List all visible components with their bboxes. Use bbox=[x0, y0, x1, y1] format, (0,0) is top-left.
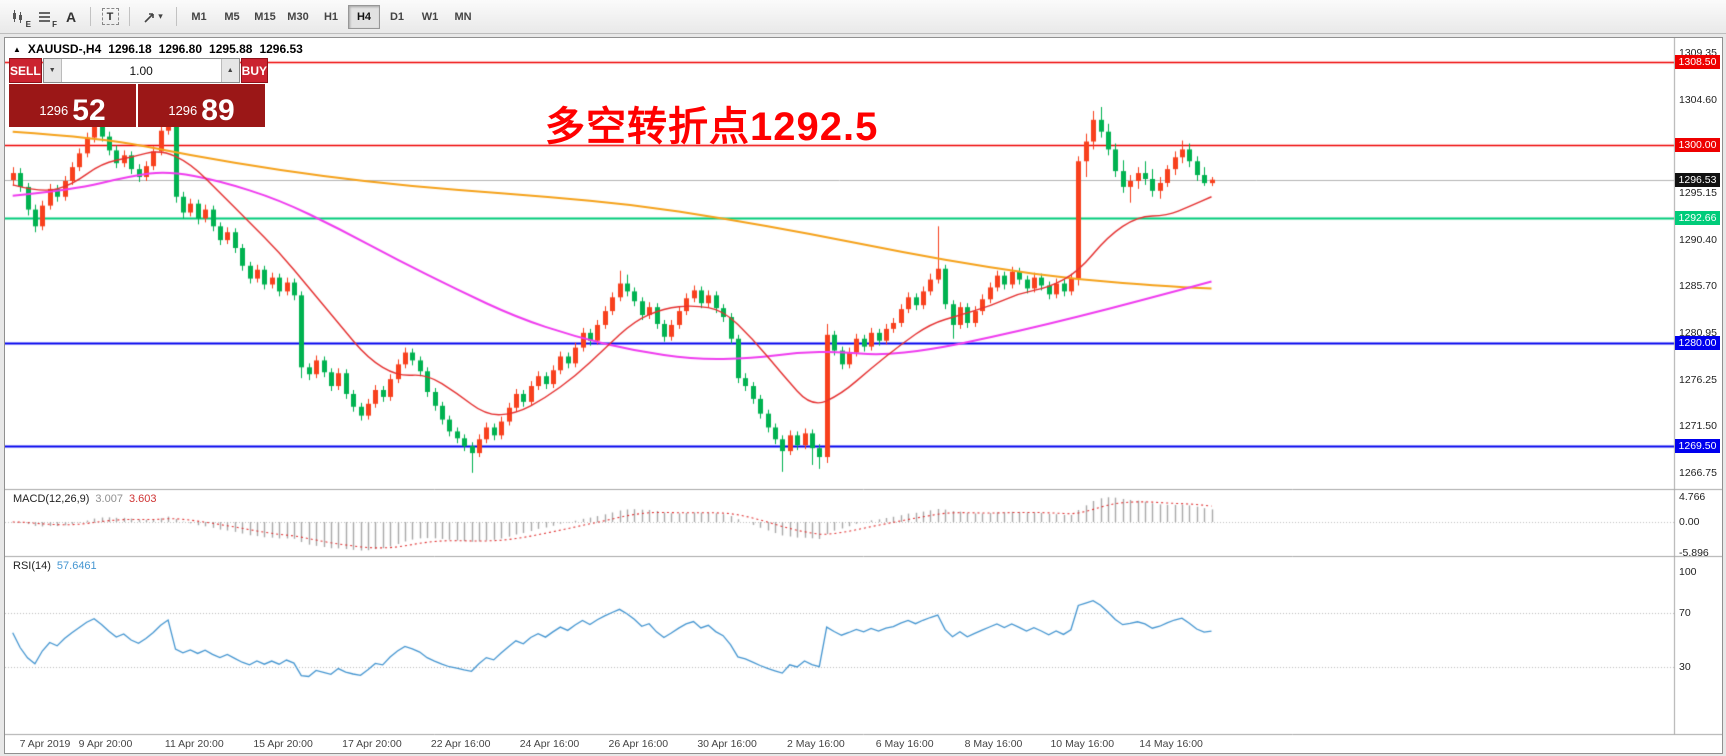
timeframe-button-m30[interactable]: M30 bbox=[287, 10, 309, 23]
time-axis[interactable]: 7 Apr 2019 9 Apr 20:00 11 Apr 20:00 15 Apr … bbox=[5, 738, 1722, 752]
buy-button[interactable]: BUY bbox=[240, 58, 269, 83]
sell-price-display[interactable]: 1296 52 bbox=[9, 84, 136, 127]
time-axis-label: 17 Apr 20:00 bbox=[342, 738, 402, 750]
chart-tool-icon-f[interactable]: F bbox=[32, 5, 58, 29]
price-chart-canvas[interactable] bbox=[5, 38, 1722, 753]
one-click-trading-panel: SELL ▼ ▲ BUY 1296 52 1296 89 bbox=[9, 58, 269, 127]
text-tool-button[interactable]: T bbox=[97, 5, 123, 29]
quote-open: 1296.18 bbox=[108, 42, 152, 56]
price-axis[interactable]: 1309.35 1304.60 1295.15 1290.40 1285.70 1280.… bbox=[1674, 38, 1722, 753]
quote-low: 1295.88 bbox=[209, 42, 253, 56]
timeframe-button-h1[interactable]: H1 bbox=[323, 10, 339, 23]
timeframe-button-d1[interactable]: D1 bbox=[389, 10, 405, 23]
tool-letter: F bbox=[52, 19, 57, 29]
symbol-period-label: XAUUSD-,H4 bbox=[27, 42, 102, 56]
quote-close: 1296.53 bbox=[259, 42, 303, 56]
chart-window: ▲ XAUUSD-,H4 1296.18 1296.80 1295.88 129… bbox=[4, 37, 1723, 754]
buy-price-main: 1296 bbox=[168, 103, 198, 118]
toolbar-separator bbox=[129, 7, 130, 26]
price-level-badge: 1292.66 bbox=[1675, 210, 1720, 225]
buy-price-display[interactable]: 1296 89 bbox=[138, 84, 265, 127]
time-axis-label: 14 May 16:00 bbox=[1139, 738, 1203, 750]
quote-high: 1296.80 bbox=[158, 42, 203, 56]
sell-button[interactable]: SELL bbox=[9, 58, 42, 83]
price-axis-tick: 1276.25 bbox=[1679, 373, 1717, 386]
time-axis-label: 26 Apr 16:00 bbox=[608, 738, 669, 750]
sell-price-main: 1296 bbox=[39, 103, 69, 118]
time-axis-label: 9 Apr 20:00 bbox=[78, 738, 133, 750]
macd-axis-tick: -5.896 bbox=[1679, 546, 1709, 559]
rsi-value: 57.6461 bbox=[56, 560, 97, 572]
macd-axis-tick: 0.00 bbox=[1679, 516, 1700, 529]
time-axis-label: 24 Apr 16:00 bbox=[519, 738, 580, 750]
rsi-axis-tick: 100 bbox=[1679, 566, 1697, 578]
rsi-axis-tick: 70 bbox=[1679, 606, 1691, 619]
rsi-axis-tick: 30 bbox=[1679, 660, 1691, 673]
cursor-arrow-icon bbox=[144, 12, 155, 23]
price-level-badge: 1300.00 bbox=[1675, 138, 1720, 153]
price-axis-tick: 1295.15 bbox=[1679, 187, 1717, 200]
main-toolbar: E F A T ▾ M1 M5 M15 M30 H1 H4 D1 W1 MN bbox=[0, 0, 1726, 34]
text-tool-icon: T bbox=[101, 8, 119, 25]
grid-glyph bbox=[38, 11, 50, 22]
time-axis-label: 2 May 16:00 bbox=[786, 738, 845, 750]
time-axis-label: 22 Apr 16:00 bbox=[430, 738, 491, 750]
timeframe-button-group: M1 M5 M15 M30 H1 H4 D1 W1 MN bbox=[183, 4, 479, 29]
timeframe-button-m15[interactable]: M15 bbox=[254, 10, 276, 23]
sell-price-pips: 52 bbox=[72, 93, 106, 127]
price-axis-tick: 1285.70 bbox=[1679, 280, 1717, 293]
label-tool-icon: A bbox=[65, 8, 77, 25]
price-axis-tick: 1266.75 bbox=[1679, 467, 1717, 480]
macd-axis-tick: 4.766 bbox=[1679, 491, 1706, 504]
chart-annotation-text: 多空转折点1292.5 bbox=[545, 105, 879, 149]
rsi-indicator-label: RSI(14) 57.6461 bbox=[13, 560, 97, 572]
tool-letter: E bbox=[25, 19, 31, 29]
timeframe-button-m1[interactable]: M1 bbox=[191, 10, 207, 23]
buy-price-pips: 89 bbox=[201, 93, 235, 127]
macd-indicator-label: MACD(12,26,9) 3.007 3.603 bbox=[13, 493, 156, 505]
candlestick-glyph bbox=[13, 10, 22, 23]
macd-signal-value: 3.603 bbox=[128, 493, 157, 505]
macd-name: MACD(12,26,9) bbox=[13, 493, 90, 505]
one-click-panel-toggle-icon[interactable]: ▲ bbox=[13, 44, 21, 54]
price-level-badge: 1280.00 bbox=[1675, 335, 1720, 350]
quote-header: ▲ XAUUSD-,H4 1296.18 1296.80 1295.88 129… bbox=[13, 42, 303, 56]
price-level-badge: 1269.50 bbox=[1675, 439, 1720, 454]
volume-input[interactable] bbox=[61, 59, 221, 82]
time-axis-label: 6 May 16:00 bbox=[875, 738, 934, 750]
chart-tool-icon-e[interactable]: E bbox=[6, 5, 32, 29]
price-axis-tick: 1304.60 bbox=[1679, 94, 1717, 107]
volume-increase-button[interactable]: ▲ bbox=[220, 59, 239, 82]
volume-decrease-button[interactable]: ▼ bbox=[43, 59, 62, 82]
time-axis-label: 7 Apr 2019 bbox=[19, 738, 71, 750]
time-axis-label: 8 May 16:00 bbox=[964, 738, 1023, 750]
cursor-tool-dropdown[interactable]: ▾ bbox=[136, 5, 170, 29]
time-axis-label: 15 Apr 20:00 bbox=[253, 738, 313, 750]
toolbar-separator bbox=[90, 7, 91, 26]
price-axis-tick: 1290.40 bbox=[1679, 234, 1717, 247]
rsi-name: RSI(14) bbox=[13, 560, 51, 572]
current-price-badge: 1296.53 bbox=[1675, 172, 1720, 187]
price-axis-tick: 1271.50 bbox=[1679, 420, 1717, 433]
macd-main-value: 3.007 bbox=[95, 493, 123, 505]
label-tool-button[interactable]: A bbox=[58, 5, 84, 29]
timeframe-button-w1[interactable]: W1 bbox=[421, 10, 439, 23]
time-axis-label: 11 Apr 20:00 bbox=[164, 738, 224, 750]
toolbar-separator bbox=[176, 7, 177, 26]
time-axis-label: 30 Apr 16:00 bbox=[697, 738, 757, 750]
price-level-badge: 1308.50 bbox=[1675, 54, 1720, 69]
volume-stepper: ▼ ▲ bbox=[42, 58, 240, 83]
timeframe-button-mn[interactable]: MN bbox=[454, 10, 472, 23]
timeframe-button-h4[interactable]: H4 bbox=[348, 4, 380, 29]
time-axis-label: 10 May 16:00 bbox=[1050, 738, 1115, 750]
chevron-down-icon: ▾ bbox=[158, 11, 163, 21]
timeframe-button-m5[interactable]: M5 bbox=[224, 10, 240, 23]
